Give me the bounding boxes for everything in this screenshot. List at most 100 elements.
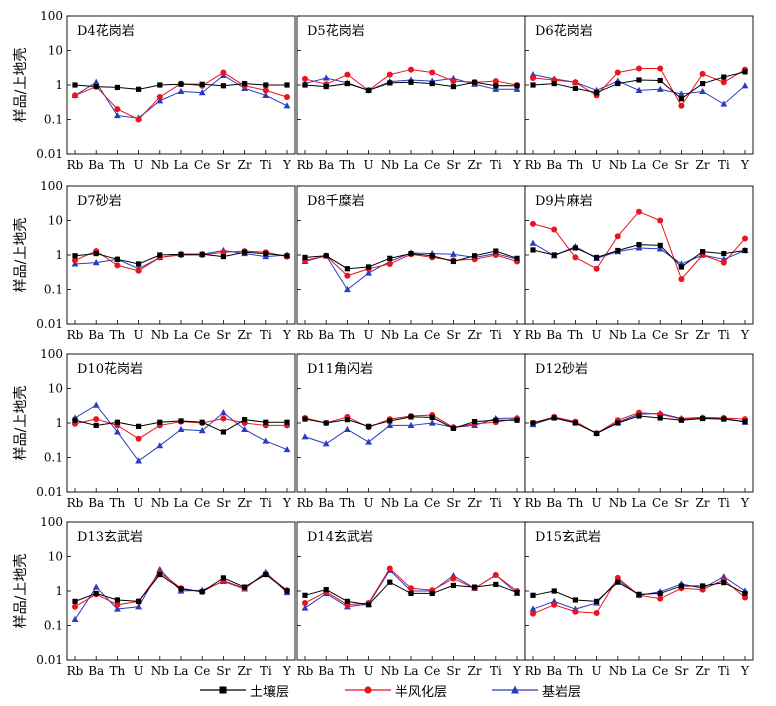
x-tick-label: Y (512, 496, 522, 510)
data-point (344, 285, 351, 293)
x-tick-label: Nb (381, 664, 400, 678)
x-tick-label: Y (282, 664, 292, 678)
data-point (301, 433, 309, 440)
y-tick-label: 0.1 (44, 451, 63, 465)
data-point (657, 65, 664, 72)
data-point (615, 247, 621, 254)
data-point (220, 249, 227, 256)
y-tick-label: 10 (48, 214, 63, 228)
x-tick-label: Zr (238, 158, 252, 172)
data-point (365, 269, 372, 276)
x-tick-label: Th (568, 664, 584, 678)
subplot-8: Rb Ba Th U Nb La Ce Sr Zr Ti Y D11角闪岩 (296, 353, 526, 510)
data-point (344, 71, 351, 78)
subplot-title: D8千糜岩 (307, 193, 365, 209)
data-point (514, 589, 520, 596)
data-point (93, 422, 99, 429)
data-point (220, 429, 226, 435)
data-point (530, 592, 536, 598)
data-point (135, 435, 142, 442)
data-point (720, 100, 728, 107)
x-tick-label: Ba (546, 328, 562, 342)
x-tick-label: Y (740, 328, 750, 342)
legend-swatch-weathered (345, 686, 391, 694)
x-tick-label: Ba (88, 328, 104, 342)
x-tick-label: Ti (490, 158, 502, 172)
x-tick-label: La (403, 158, 418, 172)
x-tick-label: La (403, 496, 418, 510)
data-point (72, 598, 78, 604)
data-point (593, 265, 600, 272)
data-point (136, 261, 142, 267)
x-tick-label: Nb (151, 496, 170, 510)
x-tick-label: La (173, 158, 188, 172)
data-point (493, 248, 499, 254)
x-tick-label: Nb (151, 158, 170, 172)
data-point (572, 597, 578, 603)
x-tick-label: Zr (696, 496, 710, 510)
data-point (721, 250, 727, 257)
data-point (114, 84, 120, 91)
x-tick-label: U (134, 664, 144, 678)
subplot-11: Rb Ba Th U Nb La Ce Sr Zr Ti Y D14玄武岩 (296, 521, 526, 678)
data-point (514, 255, 520, 261)
subplot-title: D4花岗岩 (77, 23, 135, 39)
x-tick-label: Zr (238, 664, 252, 678)
data-point (114, 262, 121, 269)
data-point (199, 589, 205, 595)
data-point (657, 415, 663, 421)
y-tick-label: 1 (55, 78, 63, 92)
x-tick-label: Nb (381, 158, 400, 172)
x-tick-label: La (631, 158, 646, 172)
y-tick-label: 0.1 (44, 113, 63, 127)
x-tick-label: Rb (525, 496, 542, 510)
data-point (344, 266, 350, 272)
x-tick-label: Ba (318, 496, 334, 510)
subplot-title: D14玄武岩 (307, 530, 373, 545)
x-tick-label: Zr (468, 496, 482, 510)
data-point (262, 91, 270, 98)
x-tick-label: Sr (446, 664, 460, 678)
x-tick-label: Nb (381, 328, 400, 342)
data-point (472, 253, 478, 259)
data-point (93, 416, 100, 423)
data-point (678, 417, 684, 423)
x-tick-label: La (631, 664, 646, 678)
subplot-1: 100 10 1 0.1 0.01 Rb Ba Th U Nb La Ce Sr Zr Ti Y D4花岗岩 (36, 9, 296, 172)
x-tick-label: Y (512, 664, 522, 678)
x-tick-label: Sr (446, 158, 460, 172)
data-point (93, 83, 99, 90)
subplot-5: Rb Ba Th U Nb La Ce Sr Zr Ti Y D8千糜岩 (296, 185, 526, 342)
data-point (492, 78, 499, 85)
legend-swatch-bedrock (492, 685, 538, 694)
x-tick-label: Rb (525, 664, 542, 678)
data-point (92, 583, 100, 590)
data-point (513, 85, 521, 92)
x-tick-label: Ce (194, 664, 210, 678)
data-point (678, 90, 685, 97)
subplot-title: D15玄武岩 (535, 530, 601, 545)
data-point (114, 419, 120, 425)
data-point (551, 80, 557, 87)
data-point (407, 421, 415, 429)
x-tick-label: Rb (297, 664, 314, 678)
subplot-7: 100 10 1 0.1 0.01 Rb Ba Th U Nb La Ce Sr Zr Ti Y D10花岗岩 (36, 347, 296, 510)
data-point (114, 111, 121, 119)
data-point (284, 82, 290, 88)
y-axis-label: 样品/上地壳 (12, 48, 29, 123)
data-point (199, 251, 205, 257)
x-tick-label: U (592, 328, 602, 342)
data-point (530, 74, 536, 81)
subplot-6: Rb Ba Th U Nb La Ce Sr Zr Ti Y D9片麻岩 (524, 185, 754, 342)
data-point (450, 78, 457, 85)
data-point (92, 259, 100, 266)
x-tick-label: La (631, 328, 646, 342)
x-tick-label: Ce (424, 496, 440, 510)
x-tick-label: Rb (297, 496, 314, 510)
data-point (156, 93, 163, 100)
y-axis-label: 样品/上地壳 (12, 386, 29, 461)
x-tick-label: Rb (67, 496, 84, 510)
data-point (344, 272, 351, 279)
data-point (408, 79, 414, 85)
